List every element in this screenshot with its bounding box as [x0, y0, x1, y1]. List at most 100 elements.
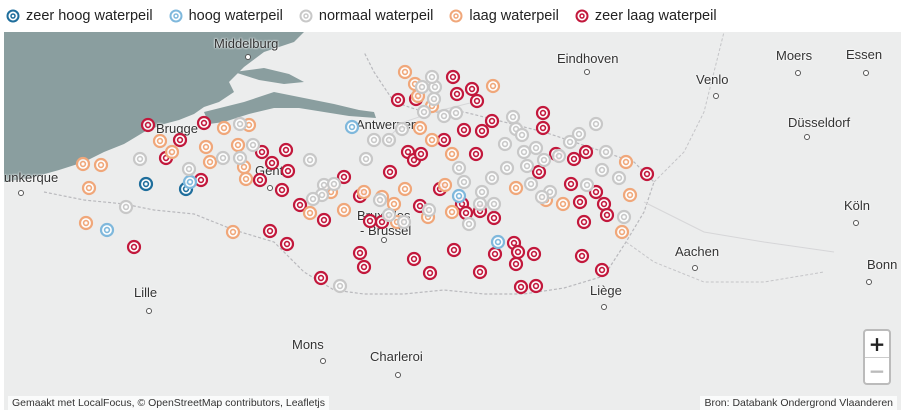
well-marker[interactable] [639, 166, 655, 182]
well-marker[interactable] [578, 144, 594, 160]
well-marker[interactable] [484, 170, 500, 186]
well-marker[interactable] [445, 69, 461, 85]
well-marker[interactable] [93, 157, 109, 173]
well-marker[interactable] [305, 191, 321, 207]
well-marker[interactable] [579, 177, 595, 193]
well-marker[interactable] [516, 144, 532, 160]
well-marker[interactable] [381, 207, 397, 223]
well-marker[interactable] [534, 189, 550, 205]
well-marker[interactable] [461, 216, 477, 232]
zoom-in-button[interactable]: + [868, 332, 886, 356]
well-marker[interactable] [278, 142, 294, 158]
well-marker[interactable] [484, 113, 500, 129]
well-marker[interactable] [456, 122, 472, 138]
well-marker[interactable] [486, 210, 502, 226]
well-marker[interactable] [594, 162, 610, 178]
well-marker[interactable] [424, 69, 440, 85]
well-marker[interactable] [611, 170, 627, 186]
well-marker[interactable] [238, 171, 254, 187]
legend-item-hoog[interactable]: hoog waterpeil [169, 8, 283, 24]
well-marker[interactable] [215, 150, 231, 166]
well-marker[interactable] [523, 176, 539, 192]
well-marker[interactable] [490, 234, 506, 250]
well-marker[interactable] [426, 91, 442, 107]
well-marker[interactable] [468, 146, 484, 162]
well-marker[interactable] [254, 144, 270, 160]
well-marker[interactable] [412, 120, 428, 136]
map-canvas[interactable]: Middelburg Eindhoven Moers Essen Venlo D… [4, 32, 901, 410]
well-marker[interactable] [449, 86, 465, 102]
well-marker[interactable] [444, 204, 460, 220]
well-marker[interactable] [574, 248, 590, 264]
well-marker[interactable] [487, 246, 503, 262]
well-marker[interactable] [436, 132, 452, 148]
well-marker[interactable] [181, 161, 197, 177]
well-marker[interactable] [528, 278, 544, 294]
well-marker[interactable] [436, 108, 452, 124]
well-marker[interactable] [362, 213, 378, 229]
well-marker[interactable] [451, 188, 467, 204]
well-marker[interactable] [344, 119, 360, 135]
well-marker[interactable] [526, 246, 542, 262]
well-marker[interactable] [464, 81, 480, 97]
well-marker[interactable] [262, 223, 278, 239]
well-marker[interactable] [598, 144, 614, 160]
well-marker[interactable] [566, 151, 582, 167]
well-marker[interactable] [531, 164, 547, 180]
well-marker[interactable] [622, 187, 638, 203]
well-marker[interactable] [469, 93, 485, 109]
well-marker[interactable] [416, 104, 432, 120]
well-marker[interactable] [588, 184, 604, 200]
well-marker[interactable] [164, 144, 180, 160]
well-marker[interactable] [332, 278, 348, 294]
well-marker[interactable] [614, 224, 630, 240]
well-marker[interactable] [472, 196, 488, 212]
well-marker[interactable] [313, 270, 329, 286]
well-marker[interactable] [274, 182, 290, 198]
well-marker[interactable] [519, 158, 535, 174]
well-marker[interactable] [372, 192, 388, 208]
well-marker[interactable] [514, 127, 530, 143]
well-marker[interactable] [594, 262, 610, 278]
well-marker[interactable] [118, 199, 134, 215]
well-marker[interactable] [358, 151, 374, 167]
well-marker[interactable] [382, 164, 398, 180]
well-marker[interactable] [279, 236, 295, 252]
well-marker[interactable] [381, 132, 397, 148]
legend-item-normaal[interactable]: normaal waterpeil [299, 8, 433, 24]
well-marker[interactable] [132, 151, 148, 167]
well-marker[interactable] [75, 156, 91, 172]
well-marker[interactable] [505, 109, 521, 125]
well-marker[interactable] [99, 222, 115, 238]
well-marker[interactable] [508, 256, 524, 272]
well-marker[interactable] [572, 194, 588, 210]
well-marker[interactable] [536, 152, 552, 168]
well-marker[interactable] [456, 174, 472, 190]
well-marker[interactable] [446, 242, 462, 258]
well-marker[interactable] [414, 79, 430, 95]
well-marker[interactable] [198, 139, 214, 155]
well-marker[interactable] [576, 214, 592, 230]
zoom-out-button[interactable]: − [865, 357, 889, 384]
well-marker[interactable] [280, 163, 296, 179]
well-marker[interactable] [264, 155, 280, 171]
well-marker[interactable] [571, 126, 587, 142]
well-marker[interactable] [302, 205, 318, 221]
well-marker[interactable] [230, 137, 246, 153]
well-marker[interactable] [232, 116, 248, 132]
well-marker[interactable] [499, 160, 515, 176]
well-marker[interactable] [563, 176, 579, 192]
well-marker[interactable] [485, 78, 501, 94]
well-marker[interactable] [616, 209, 632, 225]
well-marker[interactable] [126, 239, 142, 255]
well-marker[interactable] [316, 212, 332, 228]
well-marker[interactable] [508, 180, 524, 196]
well-marker[interactable] [551, 148, 567, 164]
well-marker[interactable] [356, 259, 372, 275]
well-marker[interactable] [562, 134, 578, 150]
well-marker[interactable] [618, 154, 634, 170]
well-marker[interactable] [245, 137, 261, 153]
well-marker[interactable] [451, 160, 467, 176]
well-marker[interactable] [140, 117, 156, 133]
well-marker[interactable] [78, 215, 94, 231]
